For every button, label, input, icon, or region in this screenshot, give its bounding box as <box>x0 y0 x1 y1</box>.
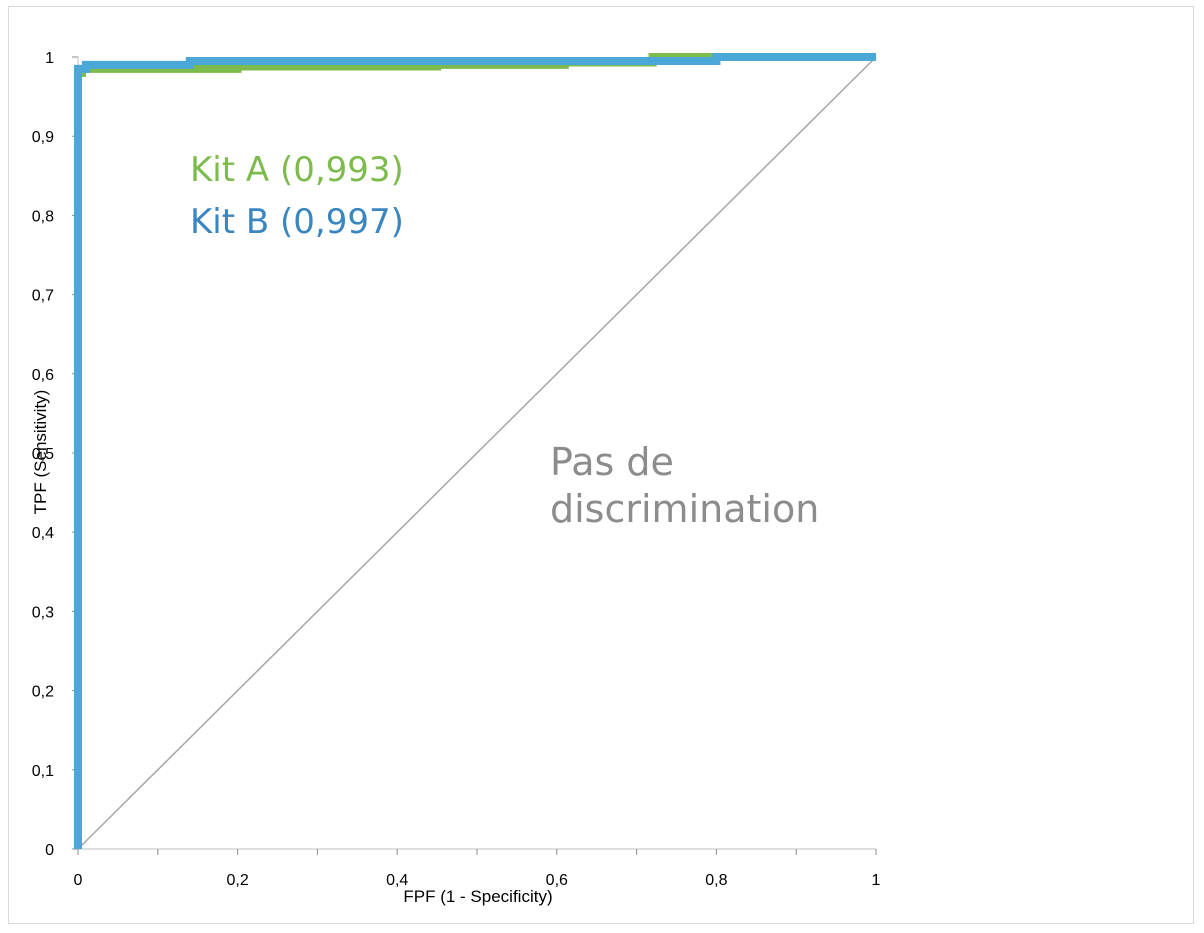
y-tick-label: 0,2 <box>32 684 54 701</box>
y-tick-label: 0 <box>45 842 54 859</box>
y-tick-label: 0,3 <box>32 604 54 621</box>
y-tick-label: 1 <box>45 50 54 67</box>
y-tick-label: 0,7 <box>32 288 54 305</box>
x-axis-title: FPF (1 - Specificity) <box>403 887 552 906</box>
y-tick-label: 0,9 <box>32 129 54 146</box>
x-tick-label: 0,8 <box>705 872 727 889</box>
series-kit-b-line <box>74 53 876 849</box>
tick-labels: 0 0,2 0,4 0,6 0,8 1 0 0,1 0,2 0,3 0,4 0,5 0,6 0,7 0,8 0… <box>32 50 881 889</box>
legend-kit-a: Kit A (0,993) <box>190 150 404 190</box>
no-discrimination-line <box>77 56 877 850</box>
x-tick-label: 0 <box>74 872 83 889</box>
x-tick-label: 1 <box>872 872 881 889</box>
legend-kit-b: Kit B (0,997) <box>190 202 404 242</box>
y-axis-title: TPF (Sensitivity) <box>31 390 50 515</box>
series-layer <box>74 53 877 850</box>
y-tick-label: 0,8 <box>32 208 54 225</box>
chart-frame <box>8 6 1194 924</box>
annotation-line-1: Pas de <box>550 440 674 484</box>
y-tick-label: 0,4 <box>32 525 54 542</box>
y-tick-label: 0,5 <box>32 446 54 463</box>
y-tick-label: 0,1 <box>32 763 54 780</box>
annotation-line-2: discrimination <box>550 487 819 531</box>
x-tick-label: 0,4 <box>386 872 408 889</box>
x-tick-label: 0,6 <box>546 872 568 889</box>
y-tick-label: 0,6 <box>32 367 54 384</box>
x-tick-label: 0,2 <box>226 872 248 889</box>
